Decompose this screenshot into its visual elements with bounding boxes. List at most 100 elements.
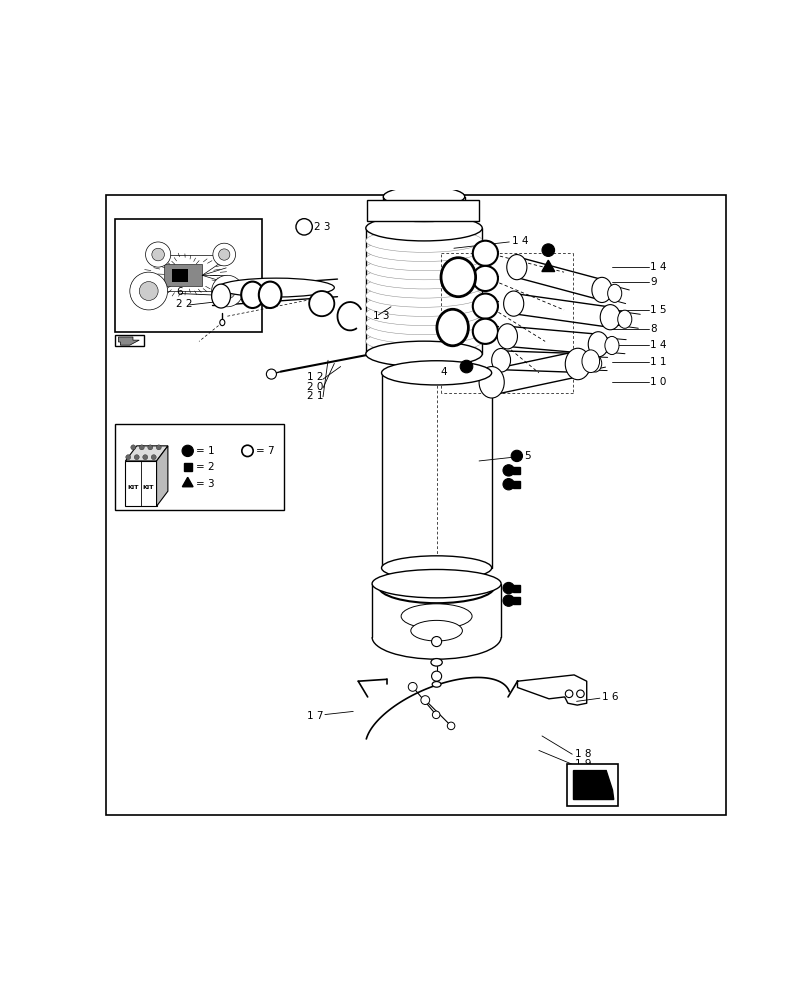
Text: 1 2: 1 2 <box>307 372 323 382</box>
Ellipse shape <box>366 275 482 298</box>
Ellipse shape <box>366 330 482 353</box>
Bar <box>566 764 616 806</box>
Text: 9: 9 <box>650 277 656 287</box>
Text: 2 1: 2 1 <box>307 391 323 401</box>
Text: 8: 8 <box>650 324 656 334</box>
Ellipse shape <box>604 336 618 355</box>
Polygon shape <box>541 260 554 272</box>
Ellipse shape <box>366 302 482 326</box>
Text: 1 8: 1 8 <box>574 749 590 759</box>
Ellipse shape <box>366 257 482 280</box>
Text: = 2: = 2 <box>195 462 214 472</box>
Ellipse shape <box>431 659 442 666</box>
Circle shape <box>502 465 513 476</box>
Text: 2 3: 2 3 <box>314 222 330 232</box>
Ellipse shape <box>366 341 482 367</box>
Circle shape <box>212 275 242 307</box>
Circle shape <box>502 595 513 606</box>
Circle shape <box>131 445 135 450</box>
Circle shape <box>219 283 235 299</box>
Ellipse shape <box>591 277 611 303</box>
Ellipse shape <box>366 321 482 344</box>
Ellipse shape <box>366 229 482 252</box>
Text: 5: 5 <box>524 451 530 461</box>
Ellipse shape <box>383 186 464 207</box>
Ellipse shape <box>588 355 601 372</box>
Polygon shape <box>157 446 168 506</box>
Ellipse shape <box>607 284 621 302</box>
Ellipse shape <box>366 238 482 261</box>
Bar <box>513 597 520 604</box>
Ellipse shape <box>440 258 475 297</box>
Text: 1.32.8   01: 1.32.8 01 <box>391 204 454 217</box>
Polygon shape <box>118 337 139 345</box>
Circle shape <box>139 445 144 450</box>
Ellipse shape <box>366 293 482 316</box>
Ellipse shape <box>573 351 591 375</box>
Text: KIT: KIT <box>142 485 153 490</box>
Ellipse shape <box>472 266 497 291</box>
Bar <box>164 264 202 286</box>
Ellipse shape <box>506 255 526 280</box>
Circle shape <box>126 455 131 460</box>
Circle shape <box>408 682 417 691</box>
Ellipse shape <box>581 350 599 373</box>
Bar <box>115 219 262 332</box>
Ellipse shape <box>587 332 607 357</box>
Ellipse shape <box>431 682 440 687</box>
Circle shape <box>130 272 167 310</box>
Ellipse shape <box>472 241 497 266</box>
Text: = 1: = 1 <box>195 446 214 456</box>
Text: 1 5: 1 5 <box>650 305 666 315</box>
Circle shape <box>145 242 170 267</box>
Circle shape <box>148 445 152 450</box>
Ellipse shape <box>599 305 620 330</box>
Ellipse shape <box>401 604 471 629</box>
Ellipse shape <box>472 319 497 344</box>
Ellipse shape <box>564 348 590 380</box>
Circle shape <box>576 690 583 698</box>
Circle shape <box>295 219 312 235</box>
Text: 1 3: 1 3 <box>373 311 389 321</box>
Ellipse shape <box>220 319 225 326</box>
Text: 1 0: 1 0 <box>650 377 666 387</box>
Ellipse shape <box>491 348 510 372</box>
Ellipse shape <box>378 570 494 603</box>
Circle shape <box>502 479 513 490</box>
Text: 1 4: 1 4 <box>511 236 528 246</box>
Ellipse shape <box>217 278 334 297</box>
Text: KIT: KIT <box>127 485 139 490</box>
Circle shape <box>134 455 139 460</box>
Ellipse shape <box>381 556 491 580</box>
Circle shape <box>152 248 164 261</box>
Bar <box>172 269 187 282</box>
Ellipse shape <box>436 309 468 346</box>
Circle shape <box>431 711 440 719</box>
Polygon shape <box>115 335 144 346</box>
Circle shape <box>511 450 521 462</box>
Ellipse shape <box>371 569 500 598</box>
Ellipse shape <box>381 361 491 385</box>
Circle shape <box>564 690 573 698</box>
Circle shape <box>143 455 148 460</box>
Circle shape <box>242 445 253 457</box>
Circle shape <box>542 244 554 256</box>
Bar <box>183 463 191 471</box>
Text: 1 9: 1 9 <box>574 759 590 769</box>
Circle shape <box>139 282 158 300</box>
Polygon shape <box>125 461 157 506</box>
Ellipse shape <box>503 291 523 316</box>
Polygon shape <box>424 359 437 370</box>
Ellipse shape <box>212 284 230 308</box>
Polygon shape <box>436 244 449 255</box>
Text: 1 4: 1 4 <box>650 340 666 350</box>
Circle shape <box>460 360 472 373</box>
Circle shape <box>182 445 193 457</box>
Circle shape <box>447 722 454 730</box>
Circle shape <box>212 243 235 266</box>
Polygon shape <box>182 477 193 487</box>
Ellipse shape <box>496 324 517 349</box>
Polygon shape <box>125 446 168 461</box>
Circle shape <box>156 445 161 450</box>
Ellipse shape <box>366 215 482 241</box>
